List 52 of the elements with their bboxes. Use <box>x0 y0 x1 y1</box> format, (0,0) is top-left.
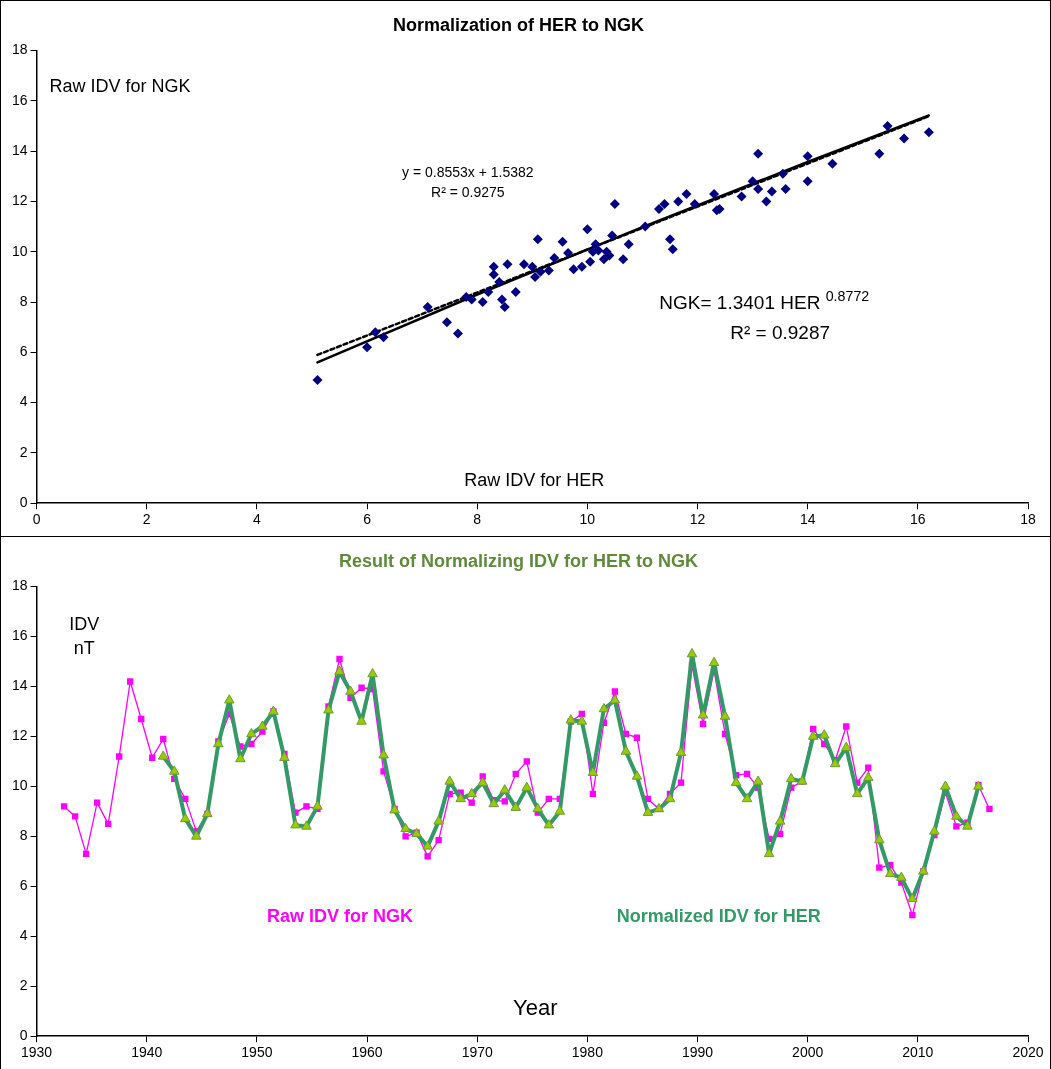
x-tick-label: 16 <box>910 511 926 528</box>
x-tick-label: 6 <box>363 511 372 528</box>
y-tick-label: 8 <box>19 827 28 844</box>
y-tick-label: 4 <box>19 393 28 410</box>
y-tick-label: 6 <box>19 877 28 894</box>
x-tick-label: 2010 <box>902 1044 934 1061</box>
y-tick-label: 12 <box>11 192 28 209</box>
x-tick-label: 14 <box>799 511 816 528</box>
x-tick-label: 1930 <box>20 1044 53 1061</box>
x-tick-label: 18 <box>1020 511 1036 528</box>
y-tick-label: 10 <box>11 242 28 259</box>
y-tick-label: 0 <box>19 1027 28 1044</box>
x-tick-label: 2000 <box>792 1044 824 1061</box>
x-tick-label: 12 <box>689 511 706 528</box>
y-tick-label: 12 <box>11 727 28 744</box>
y-tick-label: 8 <box>19 292 28 309</box>
chart-title: Result of Normalizing IDV for HER to NGK <box>338 550 699 571</box>
chart-title: Normalization of HER to NGK <box>393 14 644 35</box>
x-tick-label: 4 <box>252 511 261 528</box>
x-tick-label: 0 <box>32 511 41 528</box>
y-tick-label: 0 <box>19 494 28 511</box>
x-tick-label: 2 <box>142 511 151 528</box>
y-tick-label: 6 <box>19 343 28 360</box>
x-tick-label: 2020 <box>1012 1044 1044 1061</box>
x-tick-label: 1950 <box>241 1044 273 1061</box>
y-tick-label: 14 <box>11 677 28 694</box>
x-tick-label: 10 <box>579 511 596 528</box>
annotation: y = 0.8553x + 1.5382 <box>402 163 534 180</box>
annotation: R² = 0.9275 <box>431 184 505 201</box>
x-tick-label: 1980 <box>571 1044 604 1061</box>
y-tick-label: 16 <box>11 627 28 644</box>
x-tick-label: 1990 <box>681 1044 714 1061</box>
x-tick-label: 8 <box>473 511 482 528</box>
x-axis-title: Raw IDV for HER <box>464 469 605 490</box>
y-tick-label: 14 <box>11 142 28 159</box>
annotation: R² = 0.9287 <box>730 321 831 343</box>
y-tick-label: 2 <box>19 977 28 994</box>
x-tick-label: 1960 <box>351 1044 383 1061</box>
text: Raw IDV for NGK <box>266 906 413 927</box>
annotation: NGK= 1.3401 HER 0.8772 <box>659 288 870 314</box>
y-tick-label: 18 <box>11 577 28 594</box>
y-tick-label: 16 <box>11 91 28 108</box>
y-tick-label: 10 <box>11 777 28 794</box>
y-tick-label: 18 <box>11 41 28 58</box>
x-tick-label: 1940 <box>131 1044 163 1061</box>
y-axis-title: Raw IDV for NGK <box>49 75 191 96</box>
y-tick-label: 2 <box>19 443 28 460</box>
x-tick-label: 1970 <box>461 1044 493 1061</box>
x-axis-title: Year <box>513 995 558 1021</box>
y-tick-label: 4 <box>19 927 28 944</box>
y-axis-title: IDV nT <box>69 613 100 658</box>
text: Normalized IDV for HER <box>616 906 821 927</box>
